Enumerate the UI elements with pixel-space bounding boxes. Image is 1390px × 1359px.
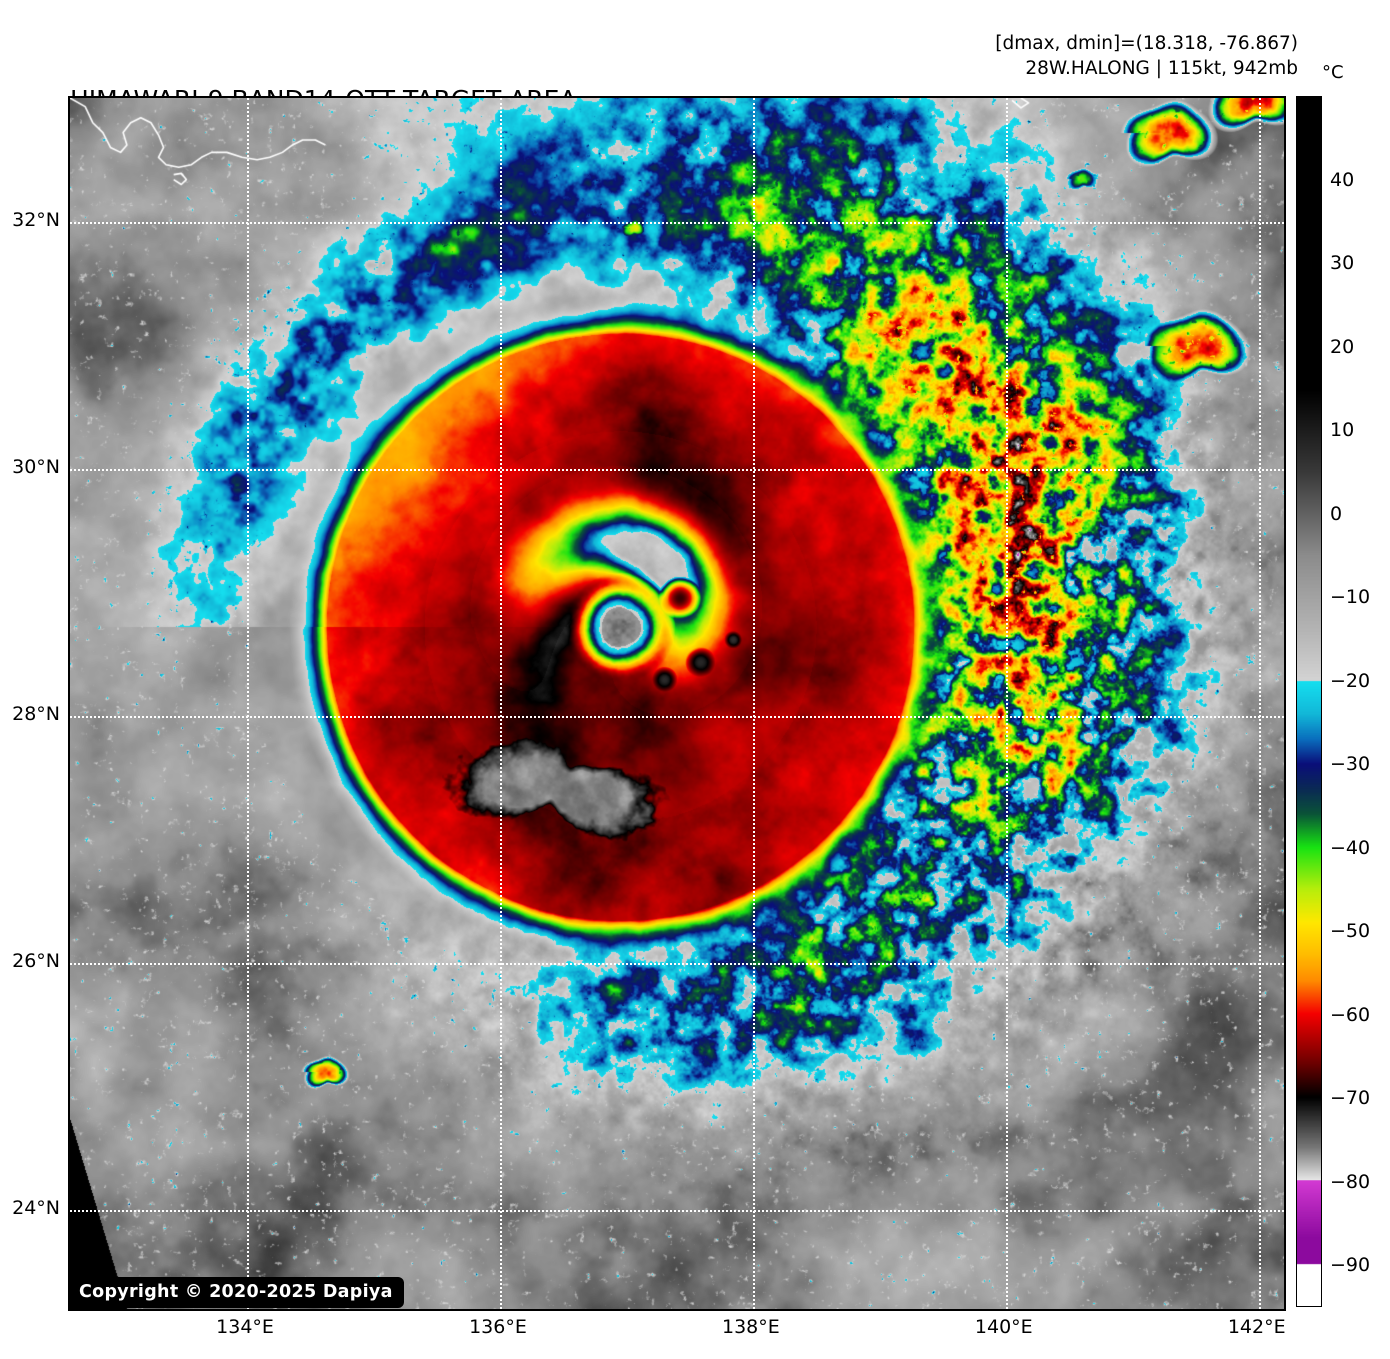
colorbar-gradient — [1296, 96, 1322, 1307]
copyright-banner: Copyright © 2020-2025 Dapiya — [68, 1277, 404, 1308]
colorbar-tick-label: −80 — [1330, 1170, 1371, 1193]
y-axis-tick-label: 26°N — [12, 950, 60, 972]
storm-intensity-readout: 28W.HALONG | 115kt, 942mb — [1025, 58, 1298, 79]
dmax-dmin-readout: [dmax, dmin]=(18.318, -76.867) — [995, 33, 1298, 54]
colorbar-tick-label: −10 — [1330, 586, 1371, 609]
y-axis-tick-label: 32°N — [12, 208, 60, 231]
colorbar-tick-label: −90 — [1330, 1254, 1371, 1277]
x-axis-tick-label: 134°E — [216, 1316, 274, 1338]
y-axis-tick-label: 24°N — [12, 1197, 60, 1220]
colorbar[interactable] — [1296, 96, 1322, 1307]
colorbar-tick-label: −20 — [1330, 669, 1371, 692]
colorbar-tick-label: 20 — [1330, 335, 1355, 358]
x-axis-tick-label: 136°E — [469, 1316, 527, 1338]
colorbar-tick-label: −50 — [1330, 920, 1371, 943]
colorbar-tick-label: 0 — [1330, 502, 1343, 525]
colorbar-unit-label: °C — [1322, 62, 1344, 83]
colorbar-tick-label: 10 — [1330, 419, 1355, 442]
colorbar-tick-label: −60 — [1330, 1003, 1371, 1026]
satellite-imagery-canvas — [70, 98, 1284, 1309]
colorbar-tick-label: −30 — [1330, 753, 1371, 776]
colorbar-tick-label: −70 — [1330, 1087, 1371, 1110]
x-axis-tick-label: 142°E — [1227, 1316, 1286, 1338]
colorbar-tick-label: −40 — [1330, 836, 1371, 859]
colorbar-tick-label: 30 — [1330, 252, 1355, 275]
x-axis-tick-label: 138°E — [721, 1316, 780, 1338]
y-axis-tick-label: 30°N — [12, 455, 60, 478]
colorbar-tick-label: 40 — [1330, 168, 1355, 191]
x-axis-tick-label: 140°E — [974, 1316, 1033, 1338]
metadata-block: [dmax, dmin]=(18.318, -76.867) 28W.HALON… — [995, 31, 1298, 81]
satellite-image-plot[interactable] — [68, 96, 1286, 1311]
y-axis-tick-label: 28°N — [12, 702, 60, 725]
